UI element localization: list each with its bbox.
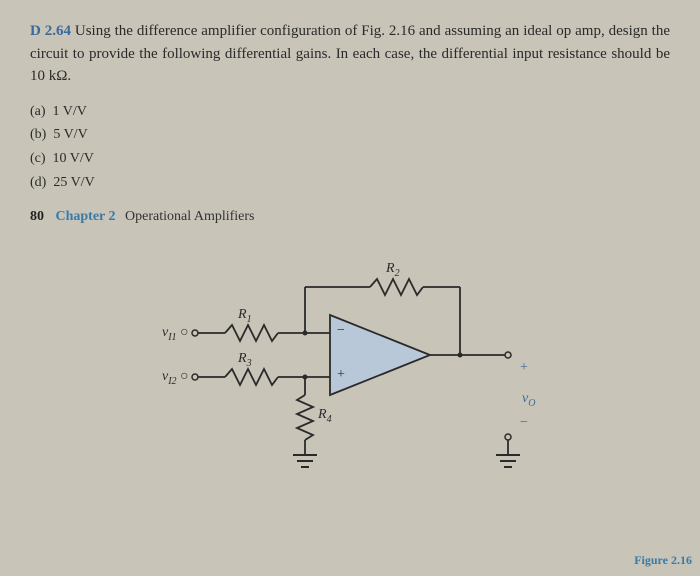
page-header: 80 Chapter 2 Operational Amplifiers <box>30 209 670 225</box>
vo-terminal <box>505 352 511 358</box>
opamp-minus: − <box>337 323 345 339</box>
resistor-r2 <box>370 279 423 295</box>
page-number: 80 <box>30 209 44 224</box>
resistor-r3 <box>225 369 278 385</box>
resistor-r4 <box>297 395 313 440</box>
vi1-label: vI1 ○ <box>162 325 189 343</box>
options-list: (a) 1 V/V (b) 5 V/V (c) 10 V/V (d) 25 V/… <box>30 100 670 195</box>
option-b: (b) 5 V/V <box>30 123 670 147</box>
vo-label: vO <box>522 391 535 409</box>
vi2-terminal <box>192 374 198 380</box>
option-d: (d) 25 V/V <box>30 171 670 195</box>
r4-label: R4 <box>318 407 332 425</box>
chapter-title: Operational Amplifiers <box>125 209 254 224</box>
r2-label: R2 <box>386 261 400 279</box>
resistor-r1 <box>225 325 278 341</box>
problem-number: D 2.64 <box>30 23 71 39</box>
vi2-label: vI2 ○ <box>162 369 189 387</box>
r1-label: R1 <box>238 307 252 325</box>
circuit-svg <box>140 245 560 475</box>
problem-statement: D 2.64 Using the difference amplifier co… <box>30 20 670 88</box>
chapter-label: Chapter 2 <box>56 209 116 224</box>
opamp-triangle <box>330 315 430 395</box>
vi1-terminal <box>192 330 198 336</box>
option-c: (c) 10 V/V <box>30 147 670 171</box>
out-plus: + <box>520 360 528 376</box>
problem-body: Using the difference amplifier configura… <box>30 23 670 84</box>
circuit-diagram: R1 R2 R3 R4 vI1 ○ vI2 ○ vO − + + − <box>140 245 560 475</box>
out-minus: − <box>520 415 528 431</box>
option-a: (a) 1 V/V <box>30 100 670 124</box>
figure-caption: Figure 2.16 <box>634 553 692 568</box>
opamp-plus: + <box>337 367 345 383</box>
r3-label: R3 <box>238 351 252 369</box>
